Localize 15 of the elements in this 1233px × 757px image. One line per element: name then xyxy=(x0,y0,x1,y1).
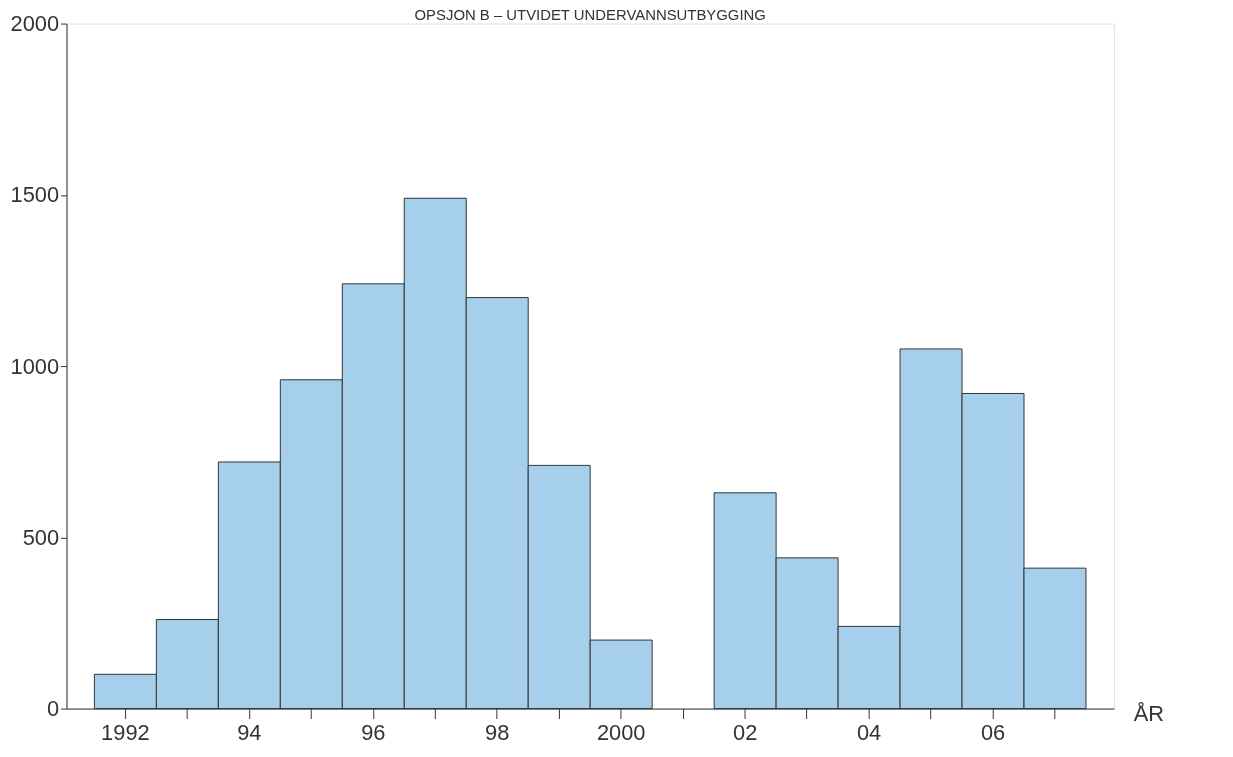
y-tick-label: 1500 xyxy=(10,182,60,208)
y-tick-label: 0 xyxy=(46,696,60,722)
x-tick-label: 94 xyxy=(237,719,262,745)
x-tick-label: 04 xyxy=(856,719,882,745)
y-tick-label: 500 xyxy=(22,524,60,550)
y-tick-label: 2000 xyxy=(10,11,60,37)
x-tick-label: 02 xyxy=(732,719,758,745)
chart-title: OPSJON B – UTVIDET UNDERVANNSUTBYGGING xyxy=(414,6,766,23)
x-tick-label: 96 xyxy=(361,719,386,745)
x-tick-label: 1992 xyxy=(101,719,150,745)
x-tick-label: 06 xyxy=(980,719,1006,745)
x-tick-label: 98 xyxy=(485,719,510,745)
y-tick-label: 1000 xyxy=(10,353,60,379)
x-tick-label: 2000 xyxy=(596,719,646,745)
x-axis-title: ÅR xyxy=(1133,700,1164,726)
